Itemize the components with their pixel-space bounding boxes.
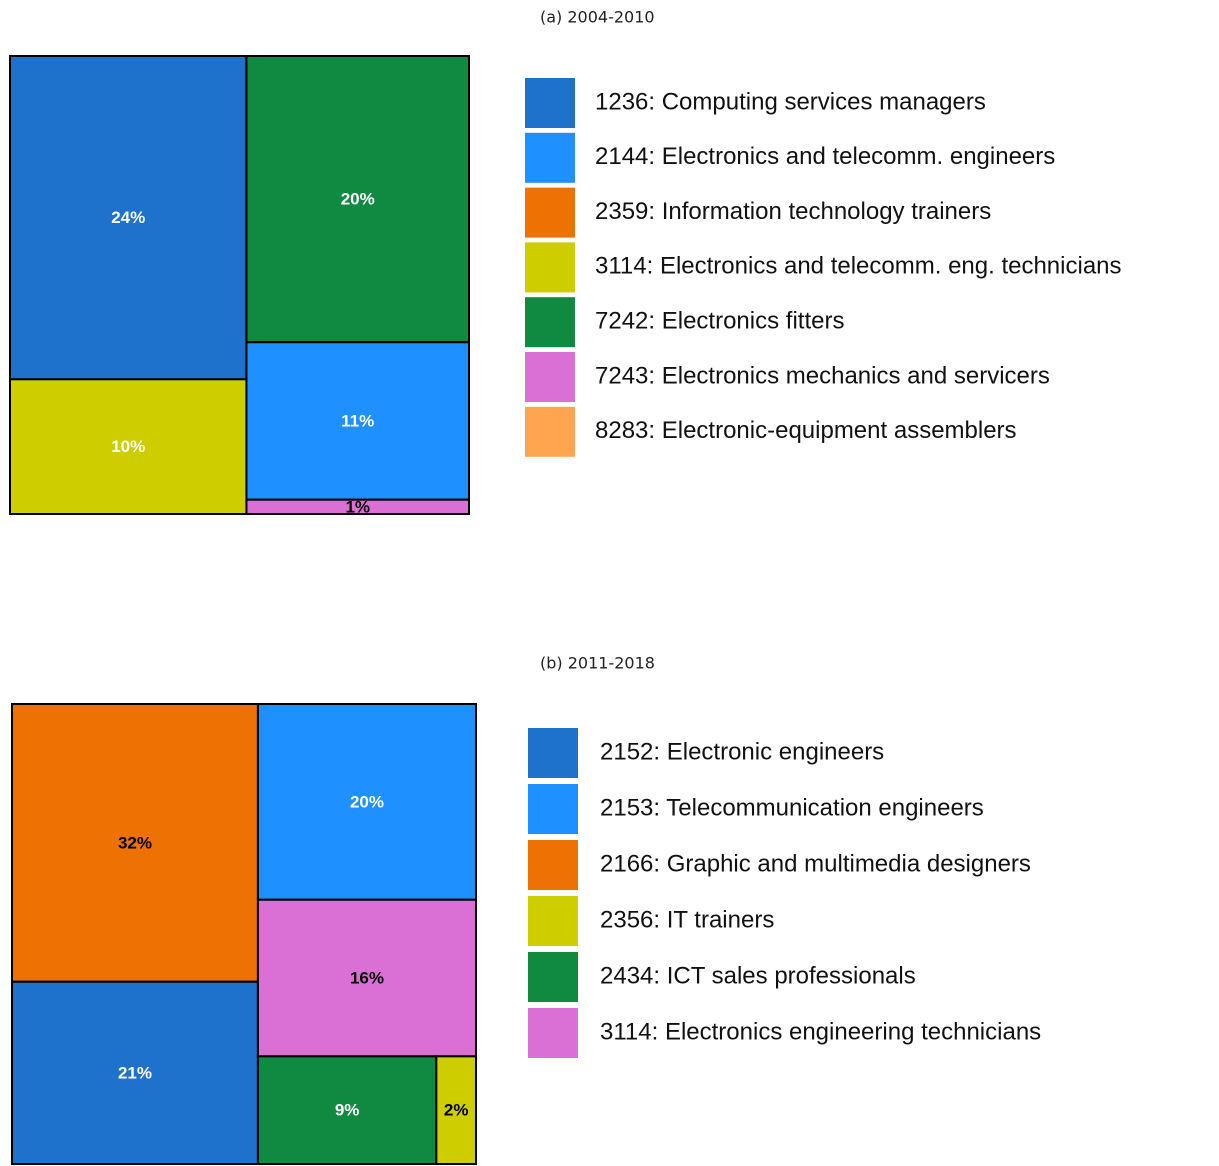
tile-label: 2% bbox=[444, 1101, 469, 1120]
legend-label: 2152: Electronic engineers bbox=[600, 738, 884, 765]
tile-label: 20% bbox=[341, 190, 375, 209]
legend-label: 1236: Computing services managers bbox=[595, 88, 986, 115]
tile bbox=[256, 703, 478, 901]
tile-label: 21% bbox=[118, 1063, 152, 1082]
chart-title: (a) 2004-2010 bbox=[540, 8, 655, 27]
legend-swatch bbox=[528, 1008, 578, 1058]
legend-swatch bbox=[525, 78, 575, 128]
tile bbox=[9, 55, 248, 381]
tile-label: 16% bbox=[350, 969, 384, 988]
legend-label: 2356: IT trainers bbox=[600, 906, 774, 933]
legend-label: 2359: Information technology trainers bbox=[595, 198, 991, 225]
tile bbox=[256, 898, 478, 1058]
tile-label: 10% bbox=[111, 437, 145, 456]
legend-label: 7242: Electronics fitters bbox=[595, 308, 844, 335]
legend-swatch bbox=[528, 728, 578, 778]
legend-swatch bbox=[525, 297, 575, 348]
chart-title: (b) 2011-2018 bbox=[540, 654, 655, 673]
legend-swatch bbox=[528, 840, 578, 890]
legend-swatch bbox=[528, 784, 578, 834]
legend-swatch bbox=[528, 952, 578, 1002]
tile-label: 1% bbox=[345, 497, 370, 516]
legend-label: 3114: Electronics and telecomm. eng. tec… bbox=[595, 253, 1122, 280]
legend-label: 8283: Electronic-equipment assemblers bbox=[595, 417, 1017, 444]
tile bbox=[435, 1055, 477, 1166]
tile bbox=[245, 341, 470, 501]
legend-label: 2144: Electronics and telecomm. engineer… bbox=[595, 143, 1055, 170]
legend-swatch bbox=[525, 406, 575, 457]
tile bbox=[11, 980, 259, 1165]
treemap-frame bbox=[11, 703, 477, 1165]
legend-swatch bbox=[525, 242, 575, 293]
tile-label: 24% bbox=[111, 208, 145, 227]
tile-label: 32% bbox=[118, 833, 152, 852]
legend-label: 3114: Electronics engineering technician… bbox=[600, 1018, 1041, 1045]
tile bbox=[9, 378, 248, 516]
tile bbox=[11, 703, 259, 983]
legend-label: 2434: ICT sales professionals bbox=[600, 962, 916, 989]
legend-label: 2153: Telecommunication engineers bbox=[600, 794, 984, 821]
legend-label: 2166: Graphic and multimedia designers bbox=[600, 850, 1031, 877]
tile-label: 11% bbox=[341, 411, 374, 430]
legend-swatch bbox=[525, 132, 575, 183]
legend-label: 7243: Electronics mechanics and servicer… bbox=[595, 362, 1050, 389]
treemap-frame bbox=[9, 55, 470, 515]
legend-swatch bbox=[525, 352, 575, 402]
tile-label: 20% bbox=[350, 792, 384, 811]
legend-swatch bbox=[525, 187, 575, 238]
legend-swatch bbox=[528, 896, 578, 946]
tile-label: 9% bbox=[335, 1101, 360, 1120]
